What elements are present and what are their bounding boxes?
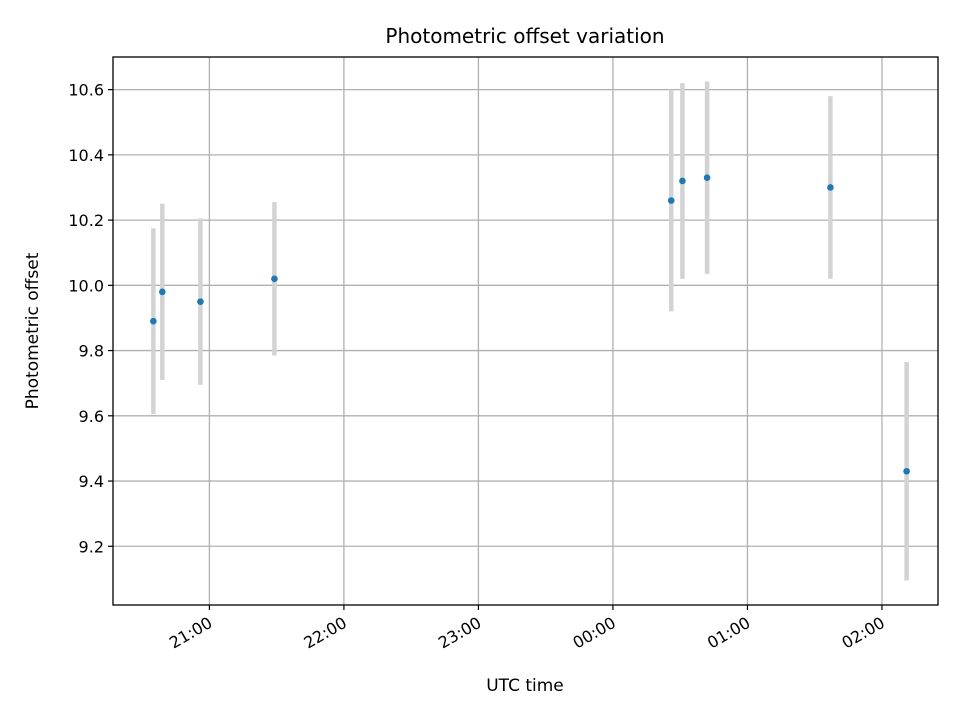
y-tick-label: 9.6 — [79, 407, 104, 426]
data-point — [827, 184, 834, 191]
data-point — [679, 177, 686, 185]
chart-title: Photometric offset variation — [385, 24, 664, 48]
data-points — [150, 174, 910, 475]
grid — [113, 57, 938, 605]
y-tick-label: 10.0 — [68, 276, 104, 295]
y-axis-ticks: 9.2 9.4 9.6 9.8 10.0 10.2 10.4 10.6 — [68, 81, 113, 556]
y-tick-label: 10.4 — [68, 146, 104, 165]
y-tick-label: 9.4 — [79, 472, 104, 491]
y-tick-label: 9.2 — [79, 537, 104, 556]
y-tick-label: 9.8 — [79, 342, 104, 361]
x-axis-label: UTC time — [486, 676, 564, 696]
data-point — [159, 288, 166, 296]
y-tick-label: 10.6 — [68, 81, 104, 100]
data-point — [271, 275, 278, 283]
data-point — [667, 197, 675, 204]
plot-frame — [112, 56, 939, 606]
y-axis-label: Photometric offset — [23, 252, 43, 409]
y-tick-label: 10.2 — [68, 211, 104, 230]
data-point — [197, 298, 204, 305]
data-point — [150, 317, 157, 325]
data-point — [703, 174, 711, 181]
data-point — [903, 467, 910, 475]
